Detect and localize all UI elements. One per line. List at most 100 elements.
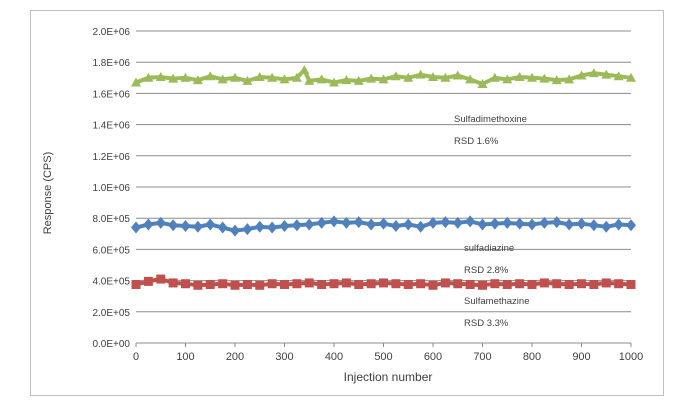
data-point-square	[601, 278, 611, 288]
data-point-diamond	[440, 216, 451, 229]
data-point-triangle	[576, 70, 587, 80]
data-point-square	[440, 278, 450, 288]
data-point-triangle	[341, 75, 352, 85]
data-point-diamond	[291, 219, 302, 232]
series-name-label: sulfadiazine	[464, 243, 514, 254]
data-point-triangle	[230, 72, 240, 82]
y-tick-label: 1.6E+06	[92, 89, 130, 100]
data-point-square	[614, 279, 624, 289]
data-point-triangle	[299, 65, 310, 74]
data-point-square	[181, 279, 190, 289]
data-point-triangle	[217, 74, 228, 84]
data-point-diamond	[254, 220, 265, 233]
data-point-triangle	[613, 71, 624, 81]
data-point-square	[366, 279, 376, 289]
data-point-diamond	[514, 217, 525, 230]
data-point-triangle	[390, 71, 401, 81]
x-axis-label: Injection number	[344, 370, 433, 384]
data-point-square	[416, 279, 426, 289]
data-point-triangle	[267, 72, 278, 82]
data-point-square	[428, 280, 438, 290]
data-point-triangle	[588, 68, 599, 78]
x-tick-label: 900	[572, 351, 590, 363]
x-tick-label: 700	[473, 351, 491, 363]
data-point-diamond	[192, 220, 203, 233]
data-point-diamond	[601, 220, 612, 233]
y-axis-label: Response (CPS)	[42, 152, 54, 235]
data-point-triangle	[452, 70, 463, 80]
data-point-diamond	[551, 216, 562, 229]
data-point-triangle	[601, 69, 612, 79]
data-point-triangle	[192, 75, 203, 85]
data-point-diamond	[539, 216, 550, 229]
y-tick-label: 6.0E+05	[92, 245, 130, 256]
data-point-square	[502, 280, 512, 289]
data-point-diamond	[205, 218, 216, 231]
y-tick-label: 8.0E+05	[92, 214, 130, 225]
data-point-diamond	[316, 216, 327, 229]
data-point-triangle	[415, 69, 426, 79]
data-point-triangle	[489, 72, 500, 82]
data-point-triangle	[527, 72, 537, 82]
data-point-square	[577, 279, 586, 289]
y-tick-label: 0.0E+00	[92, 339, 130, 350]
data-point-triangle	[564, 74, 575, 84]
data-point-diamond	[502, 216, 513, 229]
data-point-diamond	[341, 216, 352, 229]
data-point-square	[527, 280, 537, 289]
series-sulfamethazine	[131, 274, 636, 290]
data-point-square	[564, 280, 574, 289]
x-tick-label: 400	[325, 351, 343, 363]
data-point-square	[329, 279, 339, 289]
data-point-triangle	[304, 75, 315, 85]
data-point-diamond	[143, 218, 154, 231]
data-point-triangle	[551, 75, 562, 85]
x-tick-label: 300	[275, 351, 293, 363]
data-point-diamond	[366, 218, 377, 231]
data-point-diamond	[452, 216, 463, 229]
data-point-diamond	[279, 220, 290, 232]
data-point-square	[292, 279, 302, 289]
data-point-diamond	[329, 215, 339, 228]
chart-frame: 0.0E+00 2.0E+05 4.0E+05 6.0E+05 8.0E+05 1.0E+…	[30, 10, 664, 396]
y-tick-label: 1.0E+06	[92, 183, 130, 194]
y-tick-label: 2.0E+05	[92, 308, 130, 319]
data-point-square	[267, 279, 277, 289]
data-point-diamond	[465, 215, 476, 228]
x-tick-label: 1000	[619, 351, 643, 363]
series-name-label: Sulfadimethoxine	[454, 114, 527, 125]
data-point-diamond	[564, 218, 575, 231]
data-point-triangle	[514, 72, 525, 82]
data-point-square	[478, 280, 487, 290]
x-tick-label: 500	[374, 351, 392, 363]
data-point-diamond	[489, 217, 500, 230]
data-point-square	[626, 280, 636, 289]
data-point-square	[156, 274, 166, 284]
data-point-diamond	[576, 217, 587, 230]
data-point-square	[341, 278, 351, 288]
data-point-triangle	[180, 72, 191, 82]
data-point-diamond	[217, 221, 228, 234]
data-point-square	[280, 280, 289, 289]
y-tick-label: 4.0E+05	[92, 277, 130, 288]
data-point-triangle	[366, 73, 377, 83]
data-point-triangle	[465, 74, 476, 84]
data-point-diamond	[378, 217, 389, 230]
data-point-diamond	[588, 219, 599, 232]
data-point-triangle	[477, 79, 488, 89]
x-tick-label: 200	[226, 351, 244, 363]
data-point-triangle	[626, 72, 636, 82]
y-tick-label: 1.4E+06	[92, 121, 130, 132]
data-point-diamond	[403, 218, 414, 231]
data-point-square	[515, 279, 525, 289]
y-tick-label: 1.8E+06	[92, 58, 130, 69]
data-point-triangle	[353, 75, 364, 85]
x-tick-label: 100	[176, 351, 194, 363]
data-point-diamond	[242, 223, 253, 236]
data-point-diamond	[230, 224, 240, 237]
series-name-label: Sulfamethazine	[464, 296, 529, 307]
data-point-square	[490, 279, 500, 289]
data-point-diamond	[428, 216, 438, 229]
series-rsd-label: RSD 3.3%	[464, 318, 509, 329]
x-tick-label: 800	[523, 351, 541, 363]
